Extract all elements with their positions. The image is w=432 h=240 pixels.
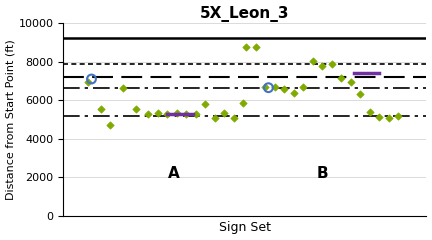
Title: 5X_Leon_3: 5X_Leon_3 — [200, 6, 289, 22]
Point — [173, 111, 180, 115]
Point — [394, 114, 401, 118]
Point — [120, 86, 127, 90]
Point — [328, 62, 335, 66]
Point — [230, 116, 237, 120]
Point — [202, 102, 209, 106]
Point — [243, 45, 250, 48]
Point — [319, 65, 326, 68]
Point — [338, 76, 345, 80]
Text: A: A — [168, 166, 180, 181]
Point — [192, 112, 199, 116]
Point — [145, 112, 152, 116]
Point — [211, 116, 218, 120]
Point — [154, 111, 161, 115]
Point — [88, 77, 95, 81]
Point — [385, 116, 392, 120]
Point — [262, 85, 269, 89]
Point — [265, 86, 272, 90]
X-axis label: Sign Set: Sign Set — [219, 222, 271, 234]
Point — [366, 110, 373, 114]
Point — [309, 59, 316, 62]
Point — [357, 92, 364, 96]
Point — [300, 86, 307, 90]
Point — [107, 123, 114, 127]
Text: B: B — [316, 166, 328, 181]
Point — [240, 101, 247, 105]
Point — [221, 111, 228, 115]
Point — [290, 91, 297, 95]
Y-axis label: Distance from Start Point (ft): Distance from Start Point (ft) — [6, 39, 16, 200]
Point — [98, 108, 105, 111]
Point — [347, 80, 354, 84]
Point — [85, 81, 92, 84]
Point — [375, 115, 382, 119]
Point — [281, 87, 288, 90]
Point — [183, 112, 190, 116]
Point — [252, 45, 259, 48]
Point — [164, 112, 171, 116]
Point — [132, 107, 139, 111]
Point — [271, 85, 278, 89]
